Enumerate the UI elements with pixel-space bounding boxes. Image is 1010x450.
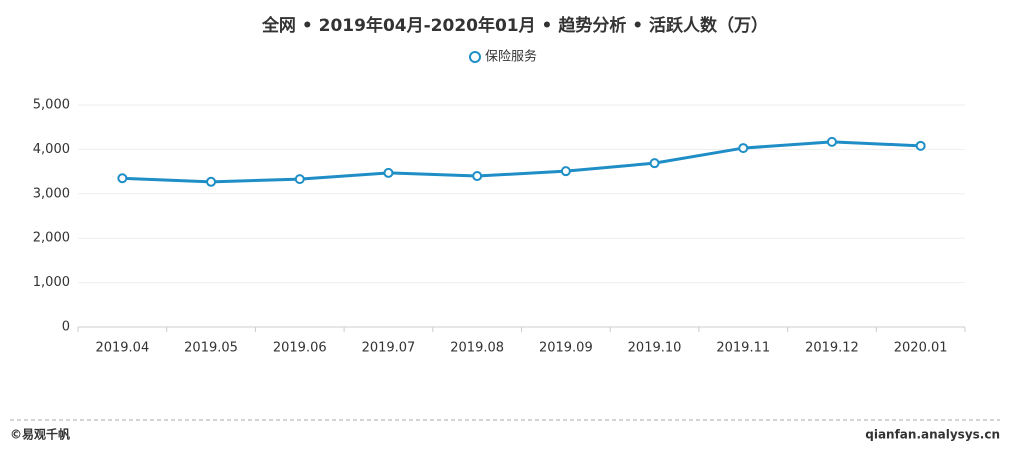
y-tick-label: 5,000 [33, 98, 70, 113]
data-point [472, 171, 483, 182]
x-tick-label: 2019.11 [716, 341, 770, 356]
legend-label: 保险服务 [485, 49, 537, 65]
x-tick-label: 2019.07 [362, 341, 416, 356]
data-point [206, 176, 217, 187]
y-tick-label: 3,000 [33, 186, 70, 201]
x-tick-label: 2019.12 [805, 341, 859, 356]
legend-marker [469, 51, 481, 63]
x-tick-label: 2019.09 [539, 341, 593, 356]
footer-right: qianfan.analysys.cn [865, 428, 1000, 442]
data-point [383, 167, 394, 178]
y-tick-label: 2,000 [33, 231, 70, 246]
footer-left: ©易观千帆 [10, 427, 70, 442]
series-line [122, 140, 921, 184]
data-point [117, 173, 128, 184]
y-tick-label: 4,000 [33, 142, 70, 157]
data-point [915, 140, 926, 151]
y-tick-label: 1,000 [33, 275, 70, 290]
x-tick-label: 2019.10 [628, 341, 682, 356]
x-tick-label: 2019.04 [95, 341, 149, 356]
x-tick-label: 2019.06 [273, 341, 327, 356]
x-tick-label: 2020.01 [894, 341, 948, 356]
data-point [649, 158, 660, 169]
y-tick-label: 0 [62, 320, 70, 335]
x-tick-label: 2019.08 [450, 341, 504, 356]
data-point [738, 143, 749, 154]
data-point [294, 174, 305, 185]
data-point [560, 166, 571, 177]
x-tick-label: 2019.05 [184, 341, 238, 356]
data-point [826, 136, 837, 147]
chart-title: 全网 • 2019年04月-2020年01月 • 趋势分析 • 活跃人数（万） [261, 15, 768, 36]
